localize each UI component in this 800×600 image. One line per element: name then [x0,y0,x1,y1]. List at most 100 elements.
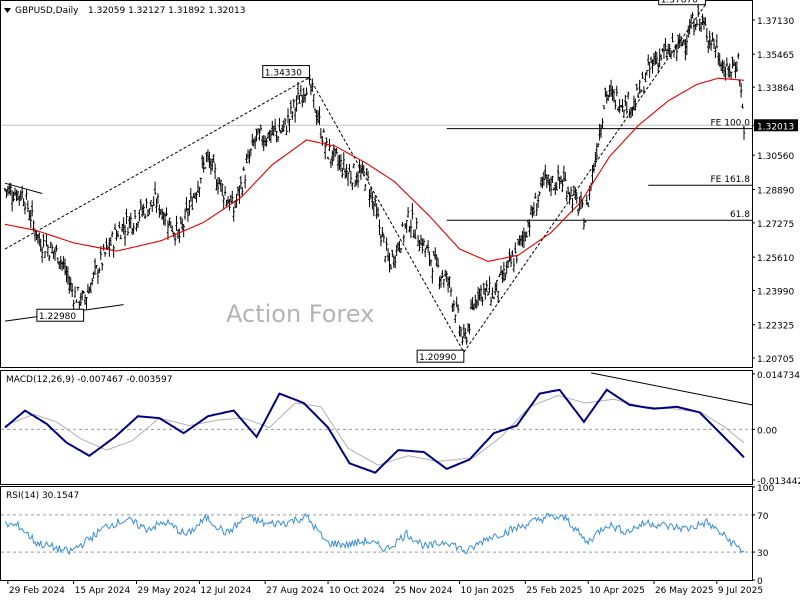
price-bar [318,106,321,125]
annotation-box [658,0,706,6]
price-plot: 1.34330 1.22980 1.20990 1.37870 [3,0,746,363]
price-bar [149,200,152,208]
x-tick-label: 10 Oct 2024 [329,586,385,596]
level-label: 61.8 [730,210,750,220]
price-bar [153,181,157,195]
price-y-tick-label: 1.22325 [757,322,794,332]
price-bar [46,244,50,257]
price-bar [729,71,733,80]
price-bar [555,181,558,191]
rsi-plot [1,512,752,556]
price-y-tick-label: 1.33864 [757,84,794,94]
price-bar [123,224,127,246]
price-bar [379,234,383,247]
price-bar [221,183,224,197]
price-bar [641,71,644,79]
price-bar [709,39,713,51]
price-bar [20,185,24,199]
price-bar [258,128,261,141]
price-bar [231,190,234,204]
price-bar [711,32,714,42]
price-bar [50,244,54,254]
price-title: GBPUSD,Daily [15,6,79,16]
price-bar [445,271,448,283]
price-bar [468,323,471,335]
price-bar [22,198,25,207]
price-bar [491,287,494,299]
price-bar [479,284,483,302]
price-bar [569,186,573,197]
price-bar [388,252,391,273]
price-bar [48,255,51,262]
price-bar [189,188,193,202]
annotation-label: 1.37870 [661,0,698,6]
price-bar [615,85,618,97]
price-bar [199,177,203,184]
price-bar [422,238,426,247]
price-bar [198,187,201,197]
price-bar [465,336,468,345]
macd-panel-frame [0,370,753,485]
price-y-tick-label: 1.23990 [757,287,794,297]
price-bar [418,239,421,252]
price-bar [145,198,148,209]
price-bar [575,192,578,204]
price-bar [612,89,616,103]
price-bar [564,172,567,182]
price-bar [645,69,649,76]
price-bar [737,52,740,60]
price-bar [341,167,344,179]
price-bar [3,187,7,192]
price-bar [364,183,367,191]
price-bar [76,286,80,291]
price-bar [671,32,674,43]
price-bar [136,221,140,229]
price-bar [551,175,554,183]
price-bar [461,336,464,346]
price-bar [286,108,290,124]
price-bar [100,262,104,271]
price-bar [219,179,223,192]
price-bar [648,62,651,78]
price-bar [98,267,101,274]
annotation-label: 1.22980 [39,312,76,322]
price-bar [694,23,697,30]
price-y-tick-label: 1.37130 [757,17,794,27]
price-bar [116,230,120,238]
price-bar [29,209,32,229]
price-bar [376,207,380,218]
price-y-tick-label: 1.35465 [757,51,794,61]
price-bar [191,197,194,210]
level-label: FE 100.0 [711,119,751,129]
price-panel-frame [0,0,753,368]
price-bar [133,210,137,220]
price-bar [456,304,460,314]
price-bar [132,222,135,235]
price-bar [331,150,334,166]
price-bar [574,186,577,200]
price-bar [119,234,122,240]
price-bar [441,270,444,279]
price-ohlc: 1.32059 1.32127 1.31892 1.32013 [88,6,245,16]
annotation-box [262,65,310,79]
price-bar [291,111,294,120]
x-tick-label: 15 Apr 2024 [75,586,131,596]
rally-dashed-line [463,4,706,353]
price-bar [265,138,268,147]
price-bar [165,207,168,217]
x-tick-label: 12 Jul 2024 [200,586,251,596]
price-bar [335,148,338,155]
price-bar [371,191,374,209]
macd-y-tick-label: 0.00 [757,426,777,436]
price-bar [495,279,498,292]
price-bar [655,51,659,65]
price-bar [19,190,22,202]
price-bar [345,164,348,178]
price-bar [156,193,160,204]
price-y-tick-label: 1.27275 [757,220,794,230]
price-bar [75,299,78,303]
price-bar [415,217,418,230]
price-bar [196,180,200,193]
price-bar [79,292,82,307]
